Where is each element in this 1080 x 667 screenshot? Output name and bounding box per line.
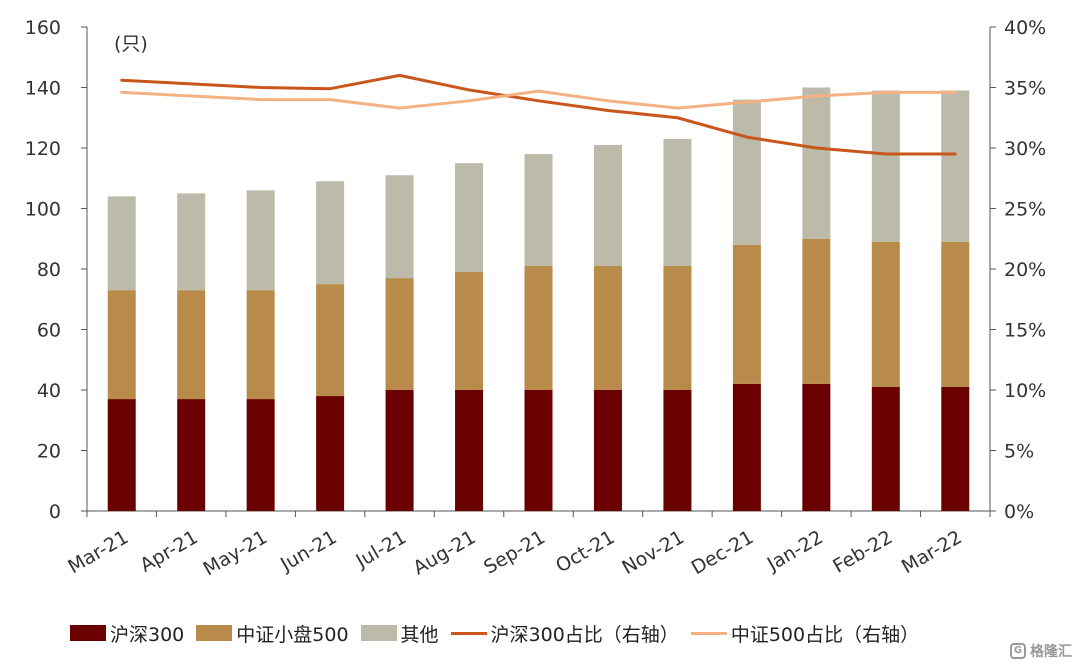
x-tick-label: May-21 xyxy=(200,526,272,580)
x-tick-label: Feb-22 xyxy=(829,526,896,577)
x-tick-label: Nov-21 xyxy=(618,526,688,579)
y2-tick-label: 20% xyxy=(1004,259,1046,281)
ratio-lines xyxy=(120,73,957,156)
bar-segment-csi500 xyxy=(524,265,553,390)
bar-segment-hs300 xyxy=(177,399,206,511)
x-tick-label: Jul-21 xyxy=(351,526,410,573)
watermark: G 格隆汇 xyxy=(1010,641,1072,661)
y-tick-label: 160 xyxy=(25,17,61,39)
y2-tick-label: 30% xyxy=(1004,138,1046,160)
bar-segment-other xyxy=(732,99,761,245)
legend: 沪深300 中证小盘500 其他 沪深300占比（右轴） 中证500占比（右轴） xyxy=(70,619,931,647)
legend-swatch-other xyxy=(360,625,397,641)
x-tick-label: Dec-21 xyxy=(688,526,758,579)
bar-segment-other xyxy=(177,193,206,291)
y2-tick-label: 40% xyxy=(1004,17,1046,39)
bar-segment-hs300 xyxy=(246,399,275,511)
watermark-text: 格隆汇 xyxy=(1030,644,1072,660)
bar-segment-other xyxy=(107,196,136,291)
y-tick-label: 80 xyxy=(37,259,61,281)
bar-segment-hs300 xyxy=(385,390,414,511)
bar-segment-other xyxy=(385,175,414,279)
bar-segment-csi500 xyxy=(941,241,970,387)
line-hs300-ratio xyxy=(120,73,957,156)
g-logo-icon: G xyxy=(1010,643,1026,659)
bar-segment-hs300 xyxy=(593,390,622,511)
bar-segment-csi500 xyxy=(663,265,692,390)
x-tick-label: Mar-22 xyxy=(898,526,966,578)
bar-segment-other xyxy=(593,144,622,266)
x-tick-label: Mar-21 xyxy=(64,526,132,578)
bar-segment-hs300 xyxy=(802,383,831,511)
bar-segment-csi500 xyxy=(593,265,622,390)
bar-segment-csi500 xyxy=(732,244,761,384)
x-tick-label: Apr-21 xyxy=(136,526,201,576)
legend-item-hs300: 沪深300 xyxy=(70,620,184,647)
legend-item-csi500: 中证小盘500 xyxy=(196,620,349,647)
y-tick-label: 140 xyxy=(25,78,61,100)
bar-segment-other xyxy=(871,90,900,242)
bar-segment-csi500 xyxy=(177,290,206,400)
bar-segment-hs300 xyxy=(663,390,692,511)
legend-item-hs300-ratio: 沪深300占比（右轴） xyxy=(450,620,679,647)
y2-tick-label: 5% xyxy=(1004,441,1034,463)
bar-segment-hs300 xyxy=(455,390,484,511)
bar-segment-other xyxy=(524,154,553,266)
bar-segment-csi500 xyxy=(107,290,136,400)
line-csi500-ratio xyxy=(120,89,957,110)
legend-item-other: 其他 xyxy=(360,620,439,647)
x-tick-label: Sep-21 xyxy=(480,526,549,578)
bar-segment-hs300 xyxy=(941,386,970,511)
x-tick-label: Aug-21 xyxy=(410,526,480,579)
bar-segment-other xyxy=(455,163,484,273)
bar-segment-hs300 xyxy=(316,396,345,511)
bar-segment-hs300 xyxy=(732,383,761,511)
bar-segment-csi500 xyxy=(316,284,345,397)
bar-segment-csi500 xyxy=(802,238,831,384)
legend-label-csi500: 中证小盘500 xyxy=(236,623,349,646)
x-tick-label: Jan-22 xyxy=(763,526,827,576)
bar-segment-csi500 xyxy=(246,290,275,400)
bar-segment-hs300 xyxy=(107,399,136,511)
y-tick-label: 20 xyxy=(37,441,61,463)
y2-tick-label: 25% xyxy=(1004,199,1046,221)
legend-label-hs300-ratio: 沪深300占比（右轴） xyxy=(490,623,679,646)
y2-tick-label: 0% xyxy=(1004,501,1034,523)
y-tick-label: 100 xyxy=(25,199,61,221)
y-tick-label: 120 xyxy=(25,138,61,160)
bar-segment-other xyxy=(246,190,275,291)
y2-tick-label: 15% xyxy=(1004,320,1046,342)
bar-segment-csi500 xyxy=(871,241,900,387)
y2-tick-label: 35% xyxy=(1004,78,1046,100)
legend-swatch-csi500 xyxy=(196,625,233,641)
legend-label-csi500-ratio: 中证500占比（右轴） xyxy=(730,623,920,646)
bar-segment-hs300 xyxy=(871,386,900,511)
bar-segment-hs300 xyxy=(524,390,553,511)
bar-segment-csi500 xyxy=(455,272,484,390)
x-tick-label: Oct-21 xyxy=(552,526,618,577)
legend-item-csi500-ratio: 中证500占比（右轴） xyxy=(690,620,920,647)
legend-swatch-hs300 xyxy=(70,625,106,641)
bar-segment-other xyxy=(941,90,970,242)
bar-segment-other xyxy=(802,87,831,239)
y2-tick-label: 10% xyxy=(1004,380,1046,402)
y-unit-label: (只) xyxy=(114,33,148,55)
legend-line-hs300-ratio xyxy=(450,631,487,635)
y-tick-label: 0 xyxy=(49,501,61,523)
bar-segment-other xyxy=(663,138,692,266)
legend-line-csi500-ratio xyxy=(690,631,727,635)
legend-label-other: 其他 xyxy=(400,623,439,646)
bars xyxy=(107,87,970,511)
y-tick-label: 40 xyxy=(37,380,61,402)
bar-segment-other xyxy=(316,181,345,285)
legend-label-hs300: 沪深300 xyxy=(110,623,185,646)
x-tick-label: Jun-21 xyxy=(276,526,340,576)
y-tick-label: 60 xyxy=(37,320,61,342)
bar-segment-csi500 xyxy=(385,278,414,390)
